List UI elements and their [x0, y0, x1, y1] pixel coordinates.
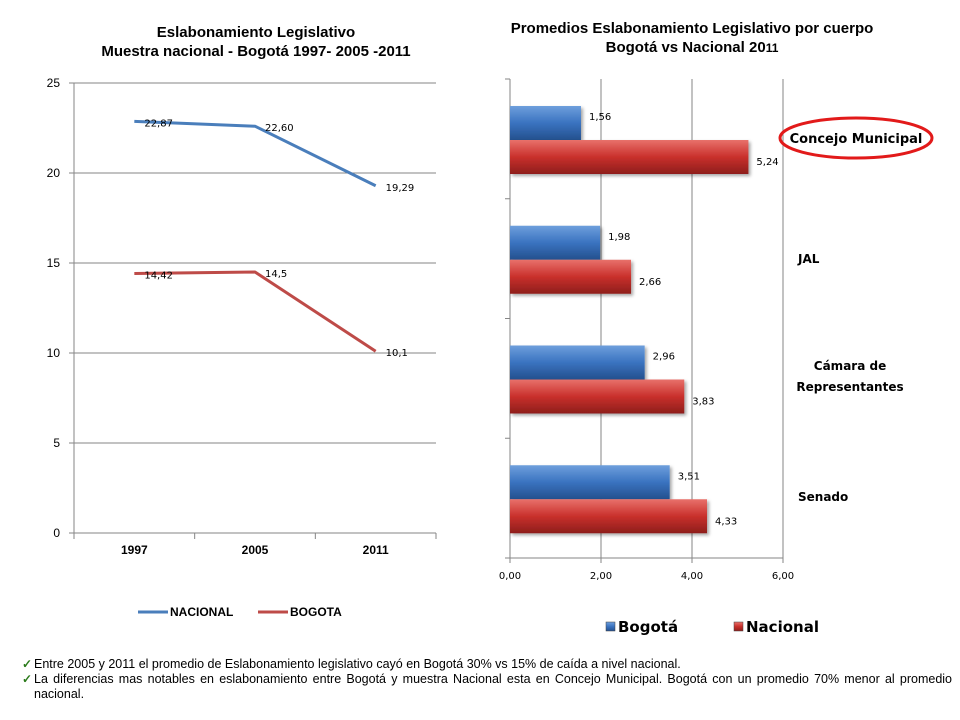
data-label: 22,60	[265, 123, 294, 134]
bar-chart-title: Promedios Eslabonamiento Legislativo por…	[511, 20, 874, 37]
y-tick-label: 25	[47, 76, 61, 90]
line-chart-title: Eslabonamiento Legislativo	[157, 24, 355, 41]
check-icon: ✓	[22, 672, 33, 686]
bar-nacional	[510, 259, 632, 294]
data-label: 14,42	[144, 270, 173, 281]
data-label: 2,96	[653, 352, 675, 363]
legend-label: Bogotá	[618, 618, 678, 636]
bar-bogotá	[510, 225, 601, 260]
category-label: Concejo Municipal	[790, 132, 923, 147]
data-label: 2,66	[639, 277, 661, 288]
data-label: 3,83	[692, 397, 714, 408]
y-tick-label: 5	[53, 436, 60, 450]
legend-label: BOGOTA	[290, 605, 342, 619]
y-tick-label: 20	[47, 166, 61, 180]
check-icon: ✓	[22, 657, 33, 671]
category-label: JAL	[797, 252, 820, 266]
note-item: ✓ Entre 2005 y 2011 el promedio de Eslabo…	[22, 657, 952, 672]
data-label: 19,29	[386, 183, 415, 194]
line-chart-subtitle: Muestra nacional - Bogotá 1997- 2005 -20…	[101, 43, 410, 60]
bar-bogotá	[510, 106, 581, 140]
series-line-bogota	[134, 270, 377, 353]
data-label: 4,33	[715, 516, 737, 527]
bar-bogotá	[510, 465, 670, 500]
x-tick-label: 6,00	[772, 571, 794, 582]
bar-nacional	[510, 140, 749, 174]
x-tick-label: 4,00	[681, 571, 703, 582]
bar-bogotá	[510, 345, 645, 380]
y-tick-label: 15	[47, 256, 61, 270]
x-tick-label: 2005	[242, 543, 269, 557]
x-tick-label: 0,00	[499, 571, 521, 582]
x-tick-label: 2,00	[590, 571, 612, 582]
data-label: 5,24	[756, 157, 778, 168]
bar-chart-subtitle: Bogotá vs Nacional 2011	[606, 39, 779, 56]
bar-nacional	[510, 499, 708, 534]
x-tick-label: 2011	[363, 543, 389, 557]
data-label: 14,5	[265, 269, 287, 280]
category-label-line: Cámara de	[814, 359, 886, 373]
bar-nacional	[510, 379, 685, 414]
data-label: 22,87	[144, 118, 173, 129]
line-chart: Eslabonamiento Legislativo Muestra nacio…	[47, 24, 437, 619]
note-text: La diferencias mas notables en eslabonam…	[34, 672, 952, 701]
x-tick-label: 1997	[121, 543, 148, 557]
data-label: 3,51	[678, 471, 700, 482]
notes: ✓ Entre 2005 y 2011 el promedio de Eslabo…	[22, 657, 952, 702]
legend-swatch	[605, 621, 616, 632]
category-label: Senado	[798, 490, 848, 504]
note-item: ✓ La diferencias mas notables en eslabona…	[22, 672, 952, 702]
data-label: 1,98	[608, 232, 630, 243]
legend-label: NACIONAL	[170, 605, 233, 619]
bar-chart: Promedios Eslabonamiento Legislativo por…	[499, 20, 934, 636]
category-label-line: Representantes	[796, 380, 903, 394]
legend-swatch	[733, 621, 744, 632]
y-tick-label: 10	[47, 346, 61, 360]
series-line-nacional	[134, 119, 377, 188]
y-tick-label: 0	[53, 526, 60, 540]
category-label: Cámara de Representantes	[796, 359, 903, 394]
bar-chart-subtitle-main: Bogotá vs Nacional 20	[606, 39, 766, 56]
bar-chart-subtitle-tail: 11	[766, 41, 779, 55]
legend-label: Nacional	[746, 618, 819, 636]
data-label: 1,56	[589, 112, 611, 123]
note-text: Entre 2005 y 2011 el promedio de Eslabon…	[34, 657, 681, 671]
highlight-ellipse	[778, 116, 934, 160]
data-label: 10,1	[386, 348, 408, 359]
